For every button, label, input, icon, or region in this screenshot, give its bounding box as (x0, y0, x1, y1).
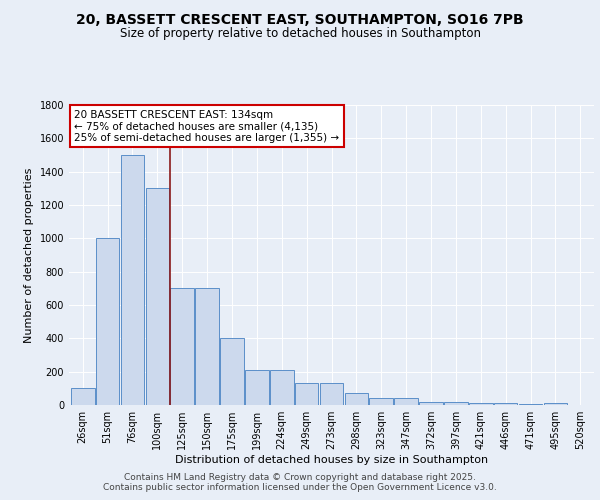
Bar (370, 398, 393, 405)
Bar (71, 388, 95, 405)
Bar (96, 238, 119, 405)
Bar (469, 402, 493, 405)
Text: Size of property relative to detached houses in Southampton: Size of property relative to detached ho… (119, 28, 481, 40)
Bar (494, 404, 517, 405)
X-axis label: Distribution of detached houses by size in Southampton: Distribution of detached houses by size … (175, 455, 488, 465)
Bar (344, 392, 368, 405)
Bar (170, 288, 194, 405)
Bar (270, 370, 293, 405)
Bar (220, 338, 244, 405)
Bar (245, 370, 269, 405)
Bar (146, 188, 169, 405)
Bar (419, 402, 443, 405)
Bar (121, 155, 144, 405)
Bar (295, 384, 319, 405)
Bar (394, 398, 418, 405)
Bar (195, 288, 219, 405)
Text: Contains HM Land Registry data © Crown copyright and database right 2025.
Contai: Contains HM Land Registry data © Crown c… (103, 473, 497, 492)
Bar (519, 404, 542, 405)
Text: 20 BASSETT CRESCENT EAST: 134sqm
← 75% of detached houses are smaller (4,135)
25: 20 BASSETT CRESCENT EAST: 134sqm ← 75% o… (74, 110, 340, 142)
Bar (320, 384, 343, 405)
Y-axis label: Number of detached properties: Number of detached properties (24, 168, 34, 342)
Bar (444, 402, 468, 405)
Text: 20, BASSETT CRESCENT EAST, SOUTHAMPTON, SO16 7PB: 20, BASSETT CRESCENT EAST, SOUTHAMPTON, … (76, 12, 524, 26)
Bar (544, 404, 567, 405)
